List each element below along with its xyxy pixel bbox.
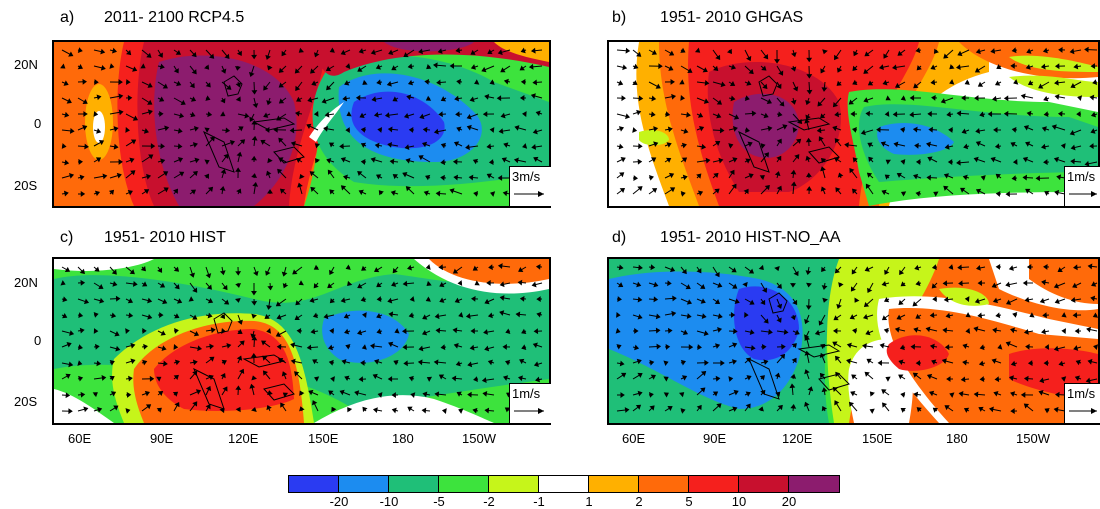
colorbar-label: 20 [782,494,796,509]
panel-b-title: 1951- 2010 GHGAS [660,9,803,27]
colorbar-label: -20 [330,494,349,509]
lon-label-60e: 60E [68,431,91,446]
lat-label-20n: 20N [14,57,38,72]
lat-label-0: 0 [34,333,41,348]
panel-a-reference-label: 3m/s [512,169,540,184]
colorbar-label: 1 [585,494,592,509]
colorbar-swatch [539,476,589,492]
arrow-right-icon [1067,189,1100,199]
lon-label-90e: 90E [150,431,173,446]
lon-label-60e: 60E [622,431,645,446]
lat-label-20s: 20S [14,178,37,193]
arrow-right-icon [512,189,550,199]
colorbar-label: -5 [433,494,445,509]
lon-label-180: 180 [946,431,968,446]
colorbar-label: -1 [533,494,545,509]
panel-a-reference-vector: 3m/s [509,166,551,206]
colorbar-swatch [489,476,539,492]
colorbar-label: -2 [483,494,495,509]
panel-d-label: d) [612,229,626,247]
panel-b-reference-vector: 1m/s [1064,166,1100,206]
colorbar-label: -10 [380,494,399,509]
panel-c-reference-label: 1m/s [512,386,540,401]
panel-b-reference-label: 1m/s [1067,169,1095,184]
arrow-right-icon [1067,406,1100,416]
lon-label-180: 180 [392,431,414,446]
colorbar-swatch [689,476,739,492]
colorbar-label: 2 [635,494,642,509]
panel-b-map [607,40,1100,208]
panel-a-title: 2011- 2100 RCP4.5 [104,9,244,27]
lon-label-150w: 150W [462,431,496,446]
colorbar-swatch [789,476,839,492]
panel-c-label: c) [60,229,73,247]
lon-label-120e: 120E [228,431,258,446]
lon-label-120e: 120E [782,431,812,446]
panel-d-reference-vector: 1m/s [1064,383,1100,423]
panel-d-reference-label: 1m/s [1067,386,1095,401]
lat-label-20s: 20S [14,394,37,409]
colorbar-swatch [639,476,689,492]
colorbar-swatch [439,476,489,492]
panel-c-title: 1951- 2010 HIST [104,229,226,247]
panel-c-map [52,257,551,425]
colorbar-label: 10 [732,494,746,509]
colorbar-label: 5 [685,494,692,509]
panel-d-map [607,257,1100,425]
lon-label-150w: 150W [1016,431,1050,446]
colorbar-swatch [339,476,389,492]
arrow-right-icon [512,406,550,416]
lon-label-150e: 150E [862,431,892,446]
panel-a-label: a) [60,9,74,27]
colorbar-swatch [289,476,339,492]
colorbar-swatch [389,476,439,492]
lon-label-90e: 90E [703,431,726,446]
colorbar-swatch [739,476,789,492]
panel-d-title: 1951- 2010 HIST-NO_AA [660,229,841,247]
panel-b-label: b) [612,9,626,27]
colorbar-swatch [589,476,639,492]
lat-label-0: 0 [34,116,41,131]
colorbar [288,475,840,493]
panel-a-map [52,40,551,208]
lon-label-150e: 150E [308,431,338,446]
lat-label-20n: 20N [14,275,38,290]
panel-c-reference-vector: 1m/s [509,383,551,423]
